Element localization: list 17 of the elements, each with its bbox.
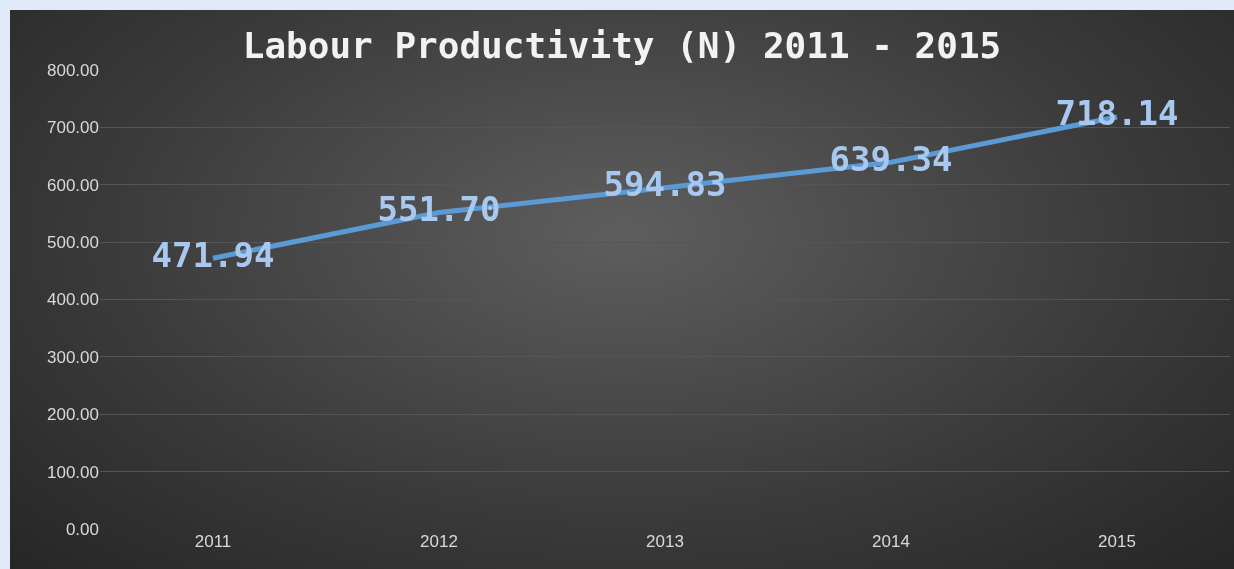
y-tick-label: 800.00 — [47, 60, 99, 80]
x-tick-label: 2014 — [872, 532, 910, 551]
x-tick-label: 2013 — [646, 532, 684, 551]
y-tick-label: 100.00 — [47, 462, 99, 482]
y-tick-label: 600.00 — [47, 175, 99, 195]
y-tick-label: 500.00 — [47, 233, 99, 253]
chart-title: Labour Productivity (N) 2011 - 2015 — [242, 24, 1002, 66]
data-label: 718.14 — [1055, 93, 1179, 134]
x-tick-label: 2015 — [1098, 532, 1136, 551]
y-tick-label: 400.00 — [47, 290, 99, 310]
y-tick-label: 0.00 — [65, 519, 99, 539]
y-tick-label: 700.00 — [47, 118, 99, 138]
data-label: 471.94 — [151, 234, 275, 275]
y-tick-label: 200.00 — [47, 405, 99, 425]
x-tick-label: 2011 — [194, 532, 232, 551]
x-tick-label: 2012 — [420, 532, 458, 551]
y-tick-label: 300.00 — [47, 347, 99, 367]
